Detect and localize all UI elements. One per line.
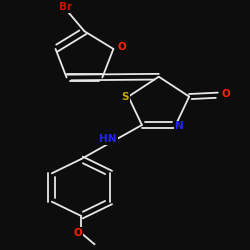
- Text: O: O: [118, 42, 126, 52]
- Text: O: O: [222, 89, 231, 99]
- Text: HN: HN: [99, 134, 117, 144]
- Text: S: S: [121, 92, 129, 102]
- Text: Br: Br: [59, 2, 72, 12]
- Text: N: N: [175, 122, 184, 132]
- Text: O: O: [73, 228, 82, 238]
